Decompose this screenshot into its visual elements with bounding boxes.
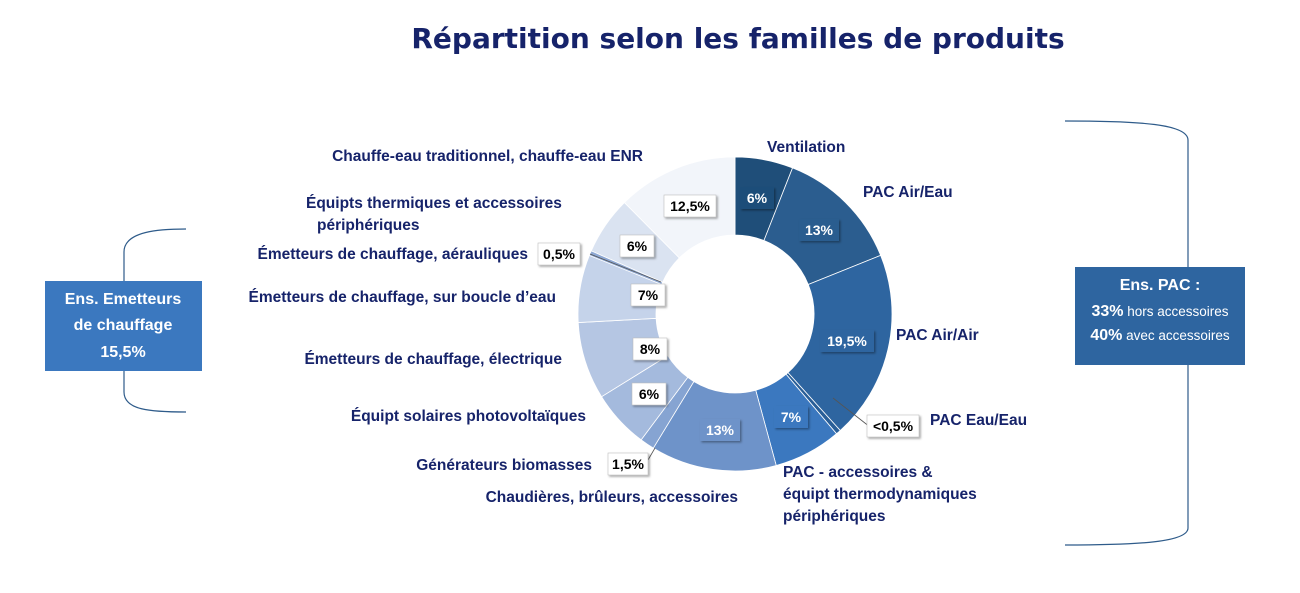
pac-summary-box: Ens. PAC : 33% hors accessoires 40% avec… <box>1075 267 1245 365</box>
value-label-text: 7% <box>638 287 659 303</box>
value-label-text: 19,5% <box>827 333 867 349</box>
value-label-text: 1,5% <box>612 456 644 472</box>
value-label: 6% <box>740 187 774 209</box>
value-label-text: 6% <box>639 386 660 402</box>
value-label: 7% <box>774 406 808 428</box>
value-label-box <box>537 242 581 266</box>
pac-box-background <box>1075 267 1245 365</box>
emetteurs-box-line2: de chauffage <box>74 317 173 334</box>
label-solaires-photovoltaiques: Équipt solaires photovoltaïques <box>351 408 586 425</box>
value-label-box <box>607 452 649 476</box>
leader-lines <box>589 253 871 461</box>
label-chauffe-eau: Chauffe-eau traditionnel, chauffe-eau EN… <box>332 148 643 165</box>
value-label-box <box>700 419 740 441</box>
value-label-text: 13% <box>805 222 834 238</box>
value-label-box <box>774 406 808 428</box>
value-label-text: 13% <box>706 422 735 438</box>
value-label: 19,5% <box>820 330 874 352</box>
value-label-box <box>619 234 655 258</box>
label-emetteurs-boucle-eau: Émetteurs de chauffage, sur boucle d’eau <box>249 289 557 306</box>
label-pac-air-eau: PAC Air/Eau <box>863 184 953 201</box>
value-label-box <box>866 414 920 438</box>
value-label: 8% <box>632 337 668 361</box>
value-label-text: 12,5% <box>670 198 710 214</box>
value-label-box <box>820 330 874 352</box>
category-labels: Ventilation PAC Air/Eau PAC Air/Air PAC … <box>767 139 1027 525</box>
value-label: 6% <box>619 234 655 258</box>
value-label-text: 7% <box>781 409 802 425</box>
label-chaudieres: Chaudières, brûleurs, accessoires <box>486 489 738 506</box>
value-label: 13% <box>799 219 839 241</box>
value-label: 0,5% <box>537 242 581 266</box>
value-label-text: 6% <box>627 238 648 254</box>
leader-line <box>647 447 656 461</box>
value-label-box <box>799 219 839 241</box>
label-pac-air-air: PAC Air/Air <box>896 327 979 344</box>
left-bracket <box>123 228 187 413</box>
label-pac-eau-eau: PAC Eau/Eau <box>930 412 1027 429</box>
value-label: 12,5% <box>663 194 717 218</box>
value-label: <0,5% <box>866 414 920 438</box>
chart-title: Répartition selon les familles de produi… <box>411 22 1064 55</box>
value-label: 13% <box>700 419 740 441</box>
value-label-box <box>630 283 666 307</box>
value-label-box <box>632 337 668 361</box>
value-label: 1,5% <box>607 452 649 476</box>
value-label-text: 8% <box>640 341 661 357</box>
value-label-box <box>663 194 717 218</box>
pac-box-line1: 33% hors accessoires <box>1091 303 1228 320</box>
value-label: 7% <box>630 283 666 307</box>
label-equipts-thermiques: Équipts thermiques et accessoires périph… <box>306 195 566 234</box>
value-label-text: 0,5% <box>543 246 575 262</box>
label-ventilation: Ventilation <box>767 139 845 156</box>
leader-line <box>589 253 662 283</box>
leader-line <box>832 397 871 428</box>
value-label-box <box>631 382 667 406</box>
emetteurs-box-background <box>45 281 202 371</box>
value-label-text: 6% <box>747 190 768 206</box>
emetteurs-box-line3: 15,5% <box>100 344 145 361</box>
emetteurs-summary-box: Ens. Emetteurs de chauffage 15,5% <box>45 281 202 371</box>
value-labels: 6% 13% 19,5% <0,5% 7% 13% 1,5% 6% 8% 7% 0,5% 6% 12,5… <box>537 187 920 476</box>
value-label: 6% <box>631 382 667 406</box>
pac-box-title: Ens. PAC : <box>1120 277 1201 294</box>
label-emetteurs-electrique: Émetteurs de chauffage, électrique <box>304 351 562 368</box>
label-generateurs-biomasses: Générateurs biomasses <box>416 457 592 474</box>
value-label-text: <0,5% <box>873 418 914 434</box>
label-pac-accessoires: PAC - accessoires & équipt thermodynamiq… <box>783 464 981 525</box>
pac-box-line2: 40% avec accessoires <box>1090 327 1230 344</box>
category-labels-left: Chaudières, brûleurs, accessoires Généra… <box>249 148 739 506</box>
value-label-box <box>740 187 774 209</box>
emetteurs-box-line1: Ens. Emetteurs <box>65 291 182 308</box>
label-emetteurs-aerauliques: Émetteurs de chauffage, aérauliques <box>258 246 528 263</box>
